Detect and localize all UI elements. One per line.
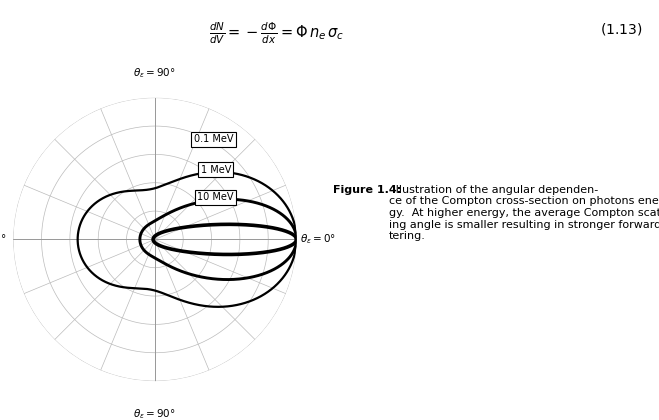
Text: Figure 1.4:: Figure 1.4:: [333, 185, 401, 195]
Text: $\frac{dN}{dV} = -\frac{d\Phi}{dx} = \Phi\,n_e\,\sigma_c$: $\frac{dN}{dV} = -\frac{d\Phi}{dx} = \Ph…: [209, 21, 345, 46]
Text: $\theta_\varepsilon= 90°$: $\theta_\varepsilon= 90°$: [134, 407, 176, 420]
Text: $\theta_\varepsilon= 90°$: $\theta_\varepsilon= 90°$: [134, 66, 176, 80]
Text: $(1.13)$: $(1.13)$: [600, 21, 643, 37]
Text: Illustration of the angular dependen-
ce of the Compton cross-section on photons: Illustration of the angular dependen- ce…: [389, 185, 659, 241]
Text: $\theta_\varepsilon= 180°$: $\theta_\varepsilon= 180°$: [0, 233, 7, 246]
Text: 0.1 MeV: 0.1 MeV: [194, 134, 233, 144]
Text: 1 MeV: 1 MeV: [200, 165, 231, 175]
Text: 10 MeV: 10 MeV: [197, 192, 234, 202]
Text: $\theta_\varepsilon= 0°$: $\theta_\varepsilon= 0°$: [300, 233, 336, 246]
